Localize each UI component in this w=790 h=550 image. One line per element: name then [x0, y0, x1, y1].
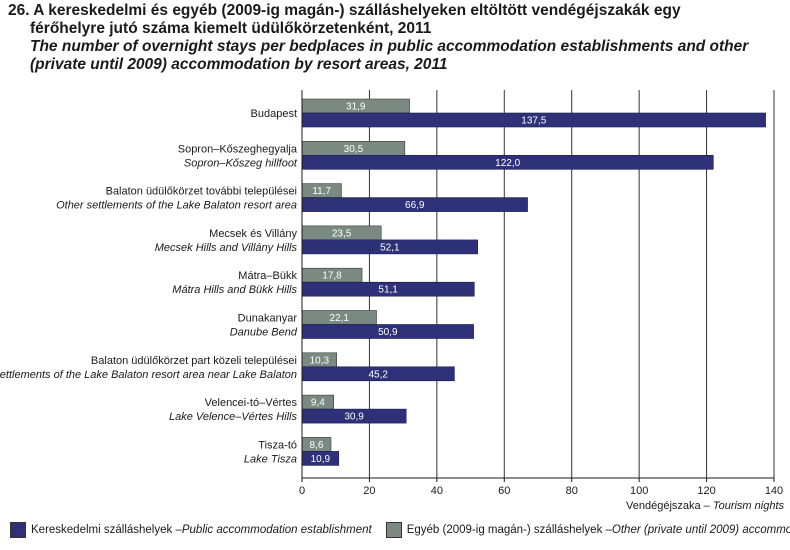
x-tick-label-0: 0	[299, 485, 305, 497]
category-label-en-1: Sopron–Kőszeg hillfoot	[184, 157, 298, 169]
category-label-hu-6: Balaton üdülőkörzet part közeli települé…	[91, 355, 297, 367]
legend-swatch-other	[385, 522, 402, 538]
value-label-other-2: 11,7	[312, 186, 331, 197]
x-tick-label-40: 40	[431, 485, 443, 497]
title-hu-line1: 26. A kereskedelmi és egyéb (2009-ig mag…	[8, 2, 788, 20]
x-axis-title: Vendégéjszaka – Tourism nights	[626, 500, 784, 512]
legend-item-other: Egyéb (2009-ig magán-) szálláshelyek – O…	[385, 522, 790, 538]
category-label-en-6: Settlements of the Lake Balaton resort a…	[0, 369, 297, 381]
value-label-public-0: 137,5	[521, 116, 546, 127]
x-tick-label-60: 60	[498, 485, 510, 497]
value-label-public-6: 45,2	[368, 369, 388, 380]
title-en-line1: The number of overnight stays per bedpla…	[30, 38, 749, 55]
category-label-hu-3: Mecsek és Villány	[209, 228, 297, 240]
category-label-hu-5: Dunakanyar	[238, 313, 298, 325]
value-label-public-7: 30,9	[344, 412, 364, 423]
legend-label-public-en: Public accommodation establishment	[181, 524, 372, 536]
x-tick-label-20: 20	[363, 485, 375, 497]
category-label-en-2: Other settlements of the Lake Balaton re…	[56, 200, 297, 212]
x-tick-label-100: 100	[630, 485, 648, 497]
value-label-public-1: 122,0	[495, 158, 520, 169]
category-label-en-3: Mecsek Hills and Villány Hills	[155, 242, 298, 254]
chart-title: 26. A kereskedelmi és egyéb (2009-ig mag…	[8, 2, 788, 74]
value-label-public-2: 66,9	[405, 200, 425, 211]
value-label-public-5: 50,9	[378, 327, 398, 338]
category-label-hu-7: Velencei-tó–Vértes	[205, 397, 298, 409]
value-label-public-4: 51,1	[378, 285, 398, 296]
category-label-en-7: Lake Velence–Vértes Hills	[169, 411, 297, 423]
title-en-line2: (private until 2009) accommodation by re…	[30, 56, 448, 73]
value-label-other-7: 9,4	[311, 398, 325, 409]
legend: Kereskedelmi szálláshelyek – Public acco…	[10, 520, 790, 540]
value-label-public-8: 10,9	[311, 454, 331, 465]
category-label-en-8: Lake Tisza	[244, 453, 297, 465]
legend-item-public: Kereskedelmi szálláshelyek – Public acco…	[10, 522, 372, 538]
value-label-other-6: 10,3	[310, 355, 330, 366]
value-label-other-4: 17,8	[322, 271, 342, 282]
x-tick-label-80: 80	[566, 485, 578, 497]
category-label-hu-8: Tisza-tó	[258, 439, 297, 451]
value-label-other-0: 31,9	[346, 102, 366, 113]
category-label-hu-1: Sopron–Kőszeghegyalja	[178, 143, 298, 155]
value-label-other-1: 30,5	[344, 144, 364, 155]
category-label-hu-0: Budapest	[251, 108, 297, 120]
value-label-other-3: 23,5	[332, 228, 352, 239]
legend-label-other-en: Other (private until 2009) accommodation	[611, 524, 790, 536]
value-label-public-3: 52,1	[380, 242, 400, 253]
figure-number: 26.	[8, 2, 30, 19]
title-hu-line2: férőhelyre jutó száma kiemelt üdülőkörze…	[30, 20, 432, 37]
legend-swatch-public	[10, 522, 26, 538]
category-label-en-4: Mátra Hills and Bükk Hills	[172, 284, 297, 296]
category-label-hu-2: Balaton üdülőkörzet további települései	[106, 186, 297, 198]
category-label-hu-4: Mátra–Bükk	[238, 270, 297, 282]
legend-label-public-hu: Kereskedelmi szálláshelyek –	[31, 524, 182, 536]
x-tick-label-120: 120	[697, 485, 715, 497]
title-hu-text: A kereskedelmi és egyéb (2009-ig magán-)…	[33, 2, 681, 19]
x-axis-title-en: Tourism nights	[713, 500, 785, 512]
x-axis-title-hu: Vendégéjszaka –	[626, 500, 713, 512]
value-label-other-5: 22,1	[330, 313, 350, 324]
category-label-en-5: Danube Bend	[230, 327, 298, 339]
legend-label-other-hu: Egyéb (2009-ig magán-) szálláshelyek –	[406, 524, 612, 536]
x-tick-label-140: 140	[765, 485, 783, 497]
value-label-other-8: 8,6	[310, 440, 324, 451]
bar-chart: 31,9 137,5 Budapest 30,5 122,0 Sopron–Kőszegh…	[0, 90, 784, 512]
